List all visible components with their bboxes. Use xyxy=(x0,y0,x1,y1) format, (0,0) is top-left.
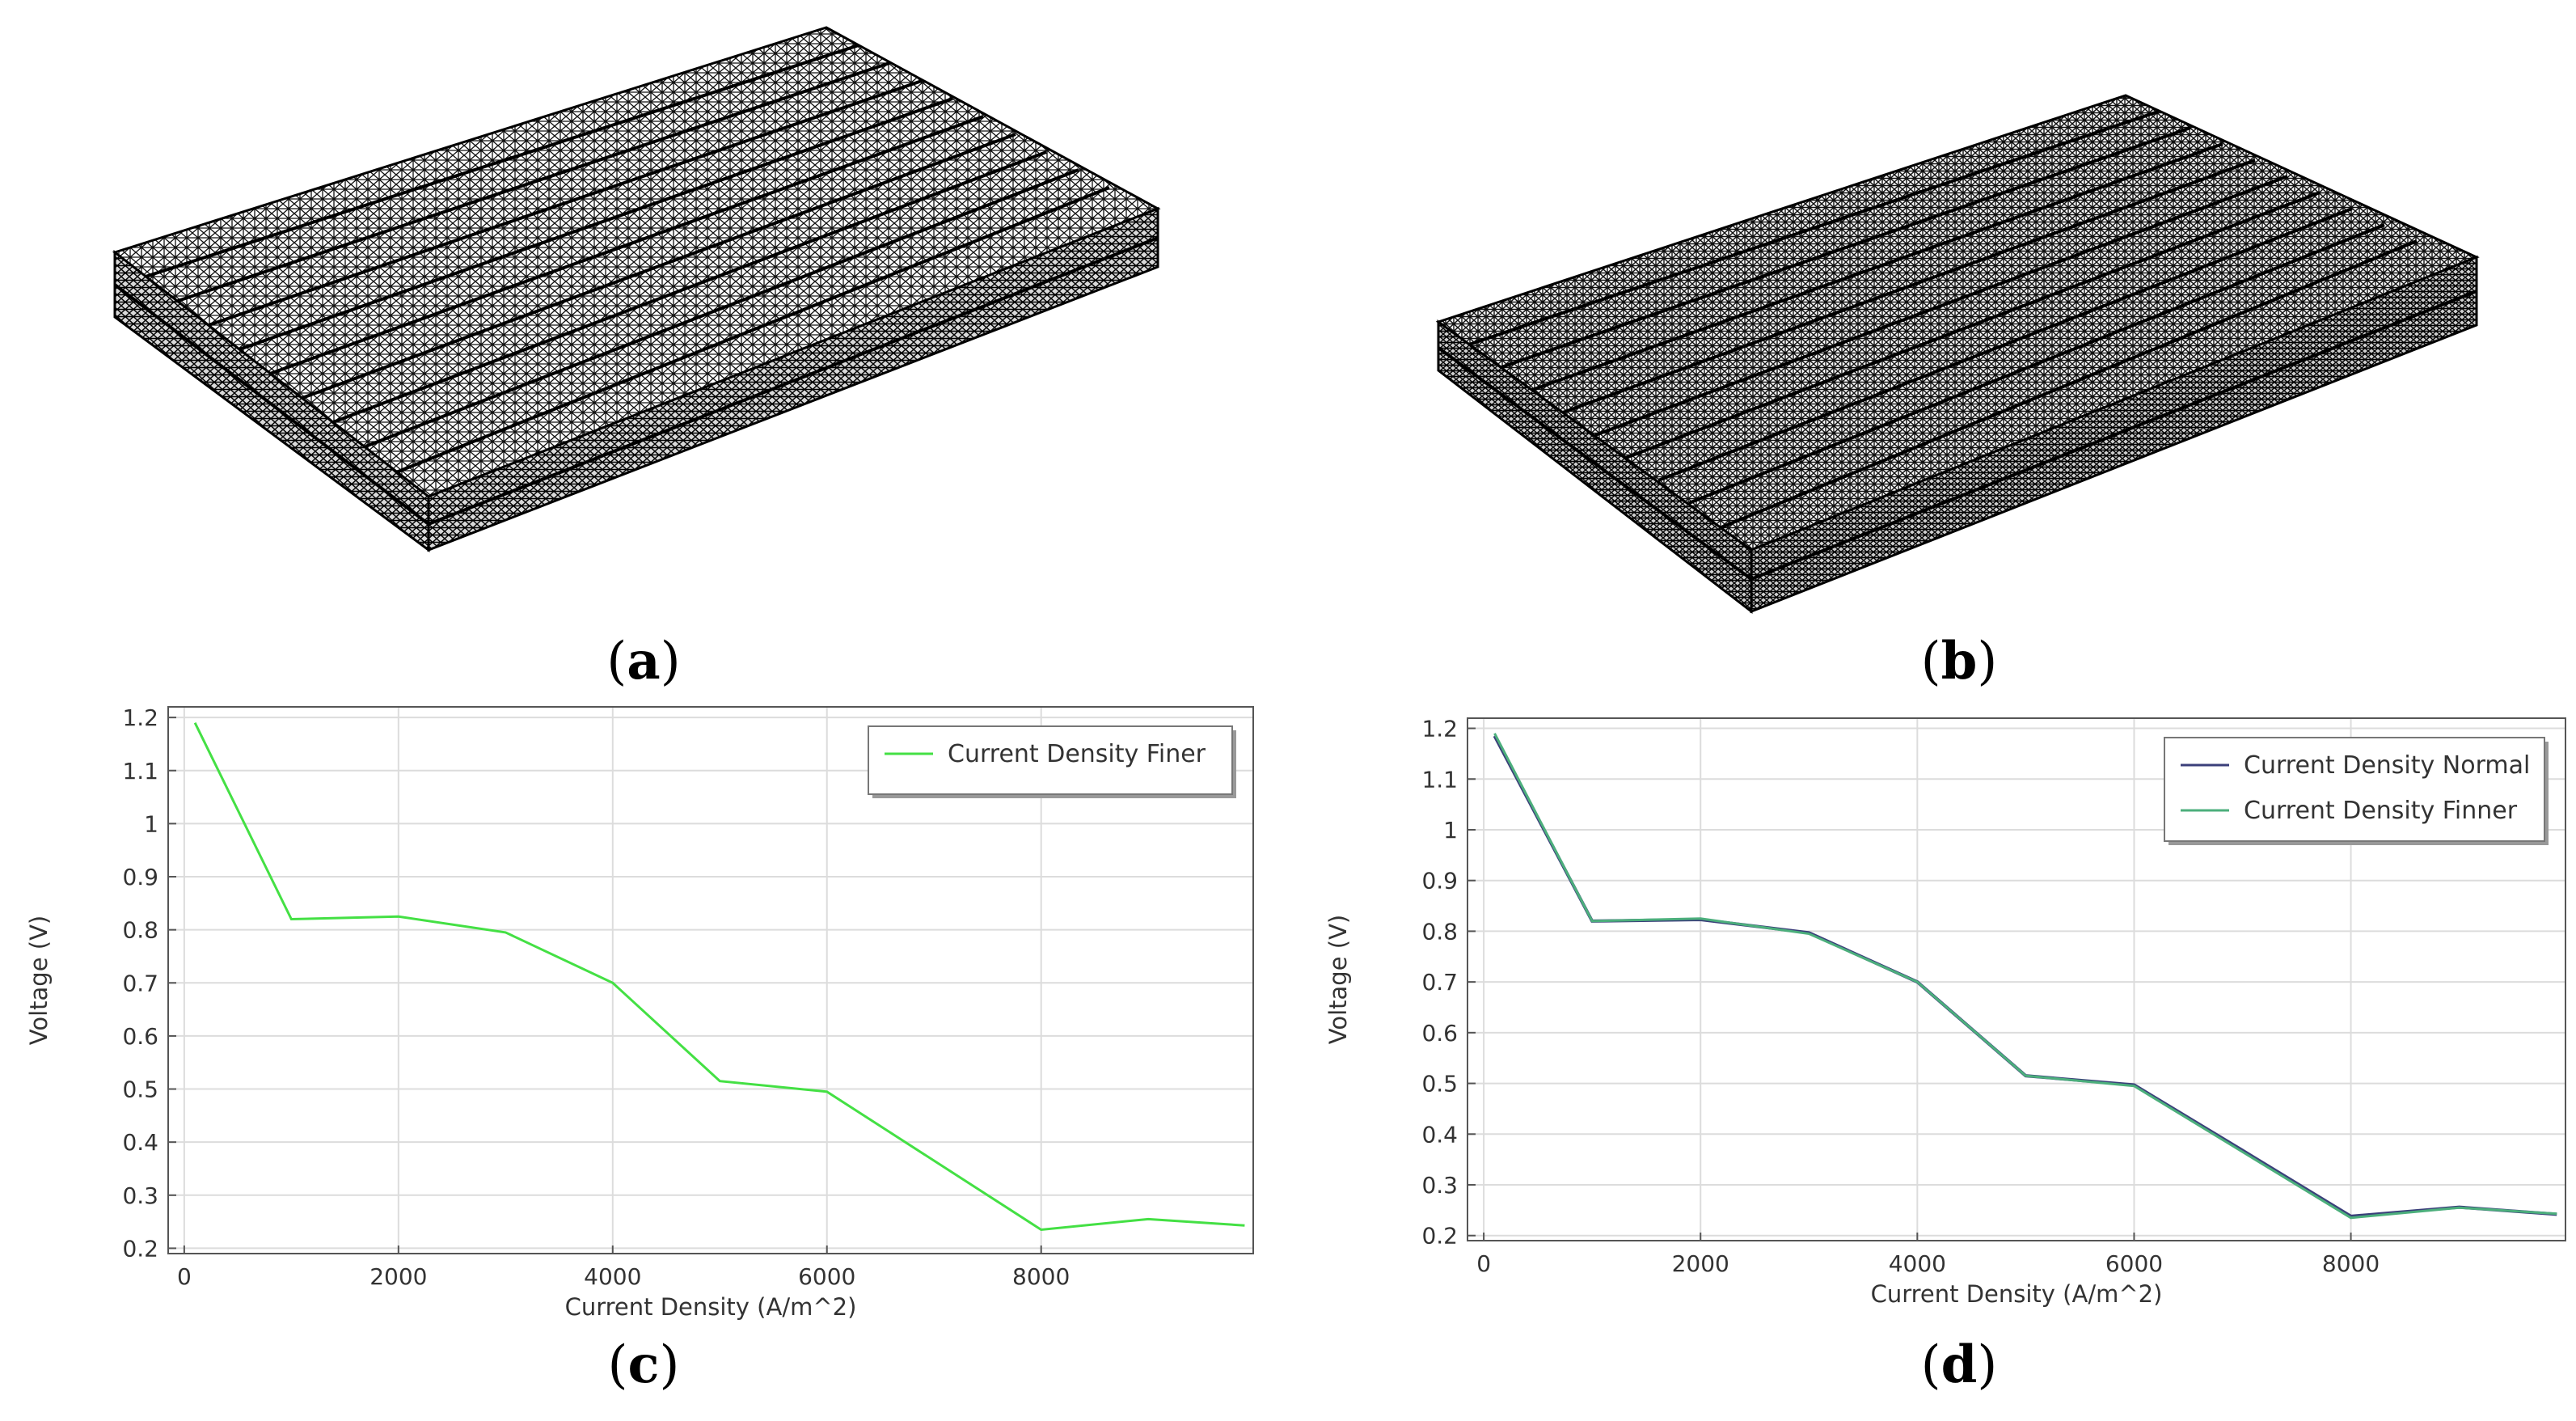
y-tick-label: 0.8 xyxy=(122,917,158,944)
series-line-1 xyxy=(193,722,1245,1232)
chart-c: 0 2000 4000 6000 8000 0.2 0.3 0.4 0.5 0.6 0.7 0.8 0.… xyxy=(25,704,1254,1321)
x-tick-label: 6000 xyxy=(2105,1250,2163,1277)
panel-a-caption: (a) xyxy=(606,631,681,691)
x-tick-label: 0 xyxy=(177,1263,192,1290)
x-tick-label: 8000 xyxy=(2322,1250,2380,1277)
y-tick-label: 0.2 xyxy=(1421,1223,1458,1250)
x-axis-label: Current Density (A/m^2) xyxy=(565,1293,857,1321)
x-tick-label: 2000 xyxy=(1672,1250,1729,1277)
x-axis-label: Current Density (A/m^2) xyxy=(1871,1280,2163,1308)
legend-label-1: Current Density Normal xyxy=(2244,751,2530,780)
y-tick-label: 0.4 xyxy=(122,1129,158,1156)
y-axis-label: Voltage (V) xyxy=(1324,915,1352,1044)
y-tick-label: 0.6 xyxy=(122,1023,158,1050)
plot-frame xyxy=(167,706,1254,1254)
panel-d: 0 2000 4000 6000 8000 0.2 0.3 0.4 0.5 0.6 0.7 0.8 0.… xyxy=(1288,696,2576,1421)
y-tick-label: 0.4 xyxy=(1421,1121,1458,1148)
y-tick-label: 0.7 xyxy=(1421,969,1458,996)
x-tick-label: 4000 xyxy=(1889,1250,1946,1277)
y-tick-label: 0.8 xyxy=(1421,918,1458,945)
y-tick-label: 0.6 xyxy=(1421,1020,1458,1047)
y-tick-label: 1.1 xyxy=(1421,766,1458,793)
legend-box xyxy=(2164,737,2545,842)
series-line-2 xyxy=(1493,733,2557,1220)
mesh-figure-b xyxy=(1435,94,2480,615)
y-axis-label: Voltage (V) xyxy=(25,916,53,1045)
y-tick-label: 0.7 xyxy=(122,970,158,996)
legend-label-2: Current Density Finner xyxy=(2244,797,2518,825)
x-tick-label: 4000 xyxy=(584,1263,641,1290)
x-tick-label: 2000 xyxy=(370,1263,427,1290)
legend-label-1: Current Density Finer xyxy=(948,740,1206,768)
panel-c: 0 2000 4000 6000 8000 0.2 0.3 0.4 0.5 0.6 0.7 0.8 0.… xyxy=(0,696,1288,1421)
y-tick-label: 0.5 xyxy=(1421,1071,1458,1097)
y-tick-label: 1 xyxy=(1443,817,1458,844)
y-tick-label: 0.3 xyxy=(1421,1172,1458,1199)
y-tick-label: 1.2 xyxy=(122,704,158,731)
panel-a: (a) xyxy=(0,0,1288,728)
chart-d: 0 2000 4000 6000 8000 0.2 0.3 0.4 0.5 0.6 0.7 0.8 0.… xyxy=(1324,716,2566,1308)
plot-frame xyxy=(1467,717,2566,1241)
y-tick-label: 1.1 xyxy=(122,758,158,785)
y-tick-label: 0.9 xyxy=(122,864,158,890)
mesh-figure-a xyxy=(112,26,1161,552)
legend-box xyxy=(868,725,1233,795)
panel-b-caption: (b) xyxy=(1920,631,1998,691)
x-tick-label: 8000 xyxy=(1012,1263,1070,1290)
y-tick-label: 0.3 xyxy=(122,1182,158,1209)
mesh-channels xyxy=(145,44,1110,474)
x-tick-label: 0 xyxy=(1476,1250,1491,1277)
y-tick-label: 0.9 xyxy=(1421,868,1458,894)
panel-b: (b) xyxy=(1288,0,2576,728)
panel-d-caption: (d) xyxy=(1920,1334,1998,1395)
y-tick-label: 1.2 xyxy=(1421,716,1458,742)
x-tick-label: 6000 xyxy=(798,1263,855,1290)
panel-c-caption: (c) xyxy=(607,1334,680,1395)
mesh-channels xyxy=(1468,110,2418,529)
y-tick-label: 0.2 xyxy=(122,1235,158,1262)
y-tick-label: 1 xyxy=(144,810,158,837)
y-tick-label: 0.5 xyxy=(122,1076,158,1103)
